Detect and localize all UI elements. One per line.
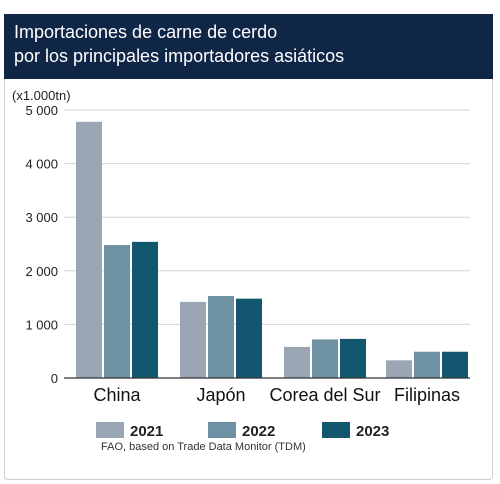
legend-swatch-2021 bbox=[96, 422, 124, 438]
y-axis-label: (x1.000tn) bbox=[12, 88, 71, 103]
y-tick-label: 4 000 bbox=[25, 157, 58, 172]
bar-2022 bbox=[104, 245, 130, 378]
x-category-label: China bbox=[93, 385, 141, 405]
bar-2021 bbox=[386, 360, 412, 378]
bar-2022 bbox=[414, 351, 440, 378]
legend-label-2021: 2021 bbox=[130, 423, 163, 440]
bar-2022 bbox=[312, 339, 338, 378]
chart-title-line-2: por los principales importadores asiátic… bbox=[14, 46, 345, 66]
x-category-label: Filipinas bbox=[394, 385, 460, 405]
legend-swatch-2023 bbox=[322, 422, 350, 438]
bar-2023 bbox=[132, 241, 158, 378]
bar-2023 bbox=[236, 298, 262, 378]
x-category-label: Corea del Sur bbox=[269, 385, 380, 405]
y-tick-label: 0 bbox=[51, 371, 58, 386]
chart-title-line-1: Importaciones de carne de cerdo bbox=[14, 22, 278, 42]
chart-title: Importaciones de carne de cerdo por los … bbox=[14, 20, 484, 68]
legend-swatch-2022 bbox=[208, 422, 236, 438]
y-tick-label: 2 000 bbox=[25, 264, 58, 279]
bar-2022 bbox=[208, 295, 234, 378]
source-note: FAO, based on Trade Data Monitor (TDM) bbox=[101, 441, 306, 453]
bar-2021 bbox=[180, 301, 206, 378]
title-banner bbox=[4, 14, 493, 79]
legend-label-2022: 2022 bbox=[242, 423, 275, 440]
bar-2023 bbox=[442, 351, 468, 378]
y-tick-label: 1 000 bbox=[25, 317, 58, 332]
y-tick-label: 5 000 bbox=[25, 103, 58, 118]
y-tick-label: 3 000 bbox=[25, 210, 58, 225]
x-category-label: Japón bbox=[196, 385, 245, 405]
bar-2023 bbox=[340, 338, 366, 378]
legend-label-2023: 2023 bbox=[356, 423, 389, 440]
bar-2021 bbox=[76, 121, 102, 379]
bar-2021 bbox=[284, 346, 310, 378]
